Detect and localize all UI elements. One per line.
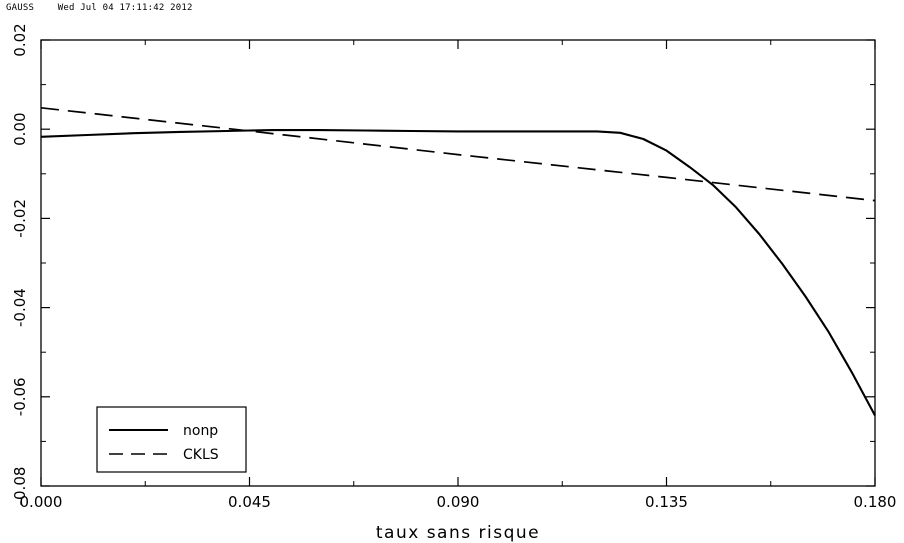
x-tick-label: 0.180 bbox=[854, 493, 897, 511]
y-tick-label: -0.08 bbox=[11, 467, 29, 506]
y-tick-label: -0.06 bbox=[11, 377, 29, 416]
y-tick-label: -0.04 bbox=[11, 288, 29, 327]
x-tick-label: 0.135 bbox=[645, 493, 688, 511]
y-tick-label: 0.02 bbox=[11, 23, 29, 56]
plot-timestamp: Wed Jul 04 17:11:42 2012 bbox=[57, 3, 193, 13]
y-tick-label: 0.00 bbox=[11, 112, 29, 145]
y-tick-label: -0.02 bbox=[11, 199, 29, 238]
x-tick-label: 0.045 bbox=[228, 493, 271, 511]
x-tick-label: 0.090 bbox=[437, 493, 480, 511]
x-tick-label: 0.000 bbox=[20, 493, 63, 511]
series-line-ckls bbox=[40, 106, 876, 202]
legend-label-ckls: CKLS bbox=[183, 447, 219, 463]
series-line-nonp bbox=[40, 129, 876, 416]
series-layer bbox=[40, 106, 876, 416]
plot-header: GAUSS Wed Jul 04 17:11:42 2012 bbox=[6, 3, 211, 13]
legend: nonp CKLS bbox=[96, 406, 247, 473]
legend-box bbox=[96, 406, 247, 473]
x-axis: 0.000 0.045 0.090 0.135 0.180 bbox=[20, 40, 897, 511]
legend-label-nonp: nonp bbox=[183, 423, 218, 439]
y-axis: 0.02 0.00 -0.02 -0.04 -0.06 -0.08 bbox=[11, 23, 875, 505]
x-axis-label: taux sans risque bbox=[376, 523, 540, 543]
software-name: GAUSS bbox=[6, 3, 35, 13]
